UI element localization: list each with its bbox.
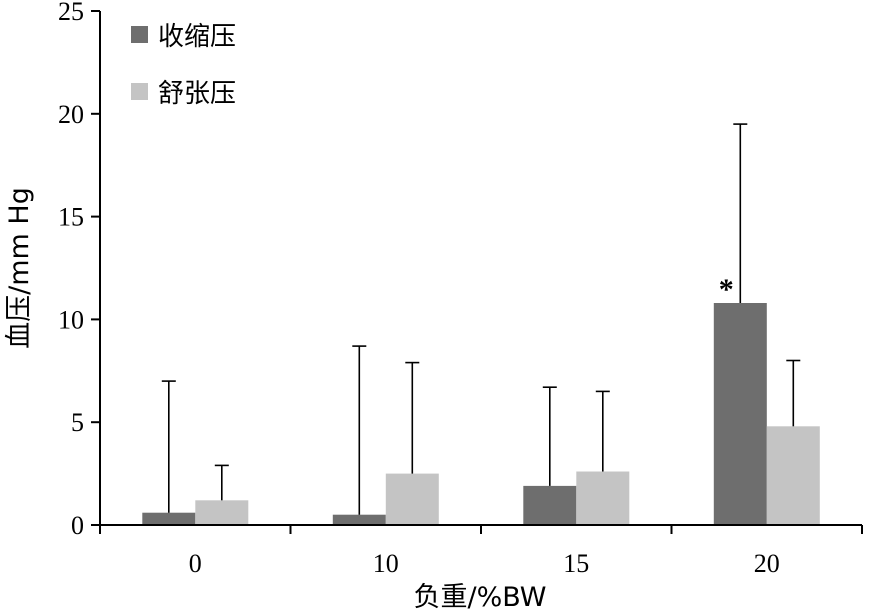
bar-diastolic-10	[385, 473, 439, 525]
legend-swatch-systolic	[131, 26, 148, 43]
y-axis-title: 血压/mm Hg	[4, 187, 35, 349]
bar-systolic-0	[142, 512, 196, 525]
bar-diastolic-15	[576, 471, 630, 525]
bar-systolic-20	[713, 303, 767, 525]
x-axis-title: 负重/%BW	[413, 582, 546, 611]
y-tick-label-25: 25	[58, 0, 84, 26]
significance-marker: *	[719, 273, 734, 306]
bar-systolic-15	[523, 485, 577, 525]
legend: 收缩压 舒张压	[131, 22, 236, 109]
x-tick-label-0: 0	[189, 549, 202, 578]
x-tick-label-15: 15	[563, 549, 589, 578]
y-tick-label-0: 0	[71, 511, 84, 540]
x-tick-label-10: 10	[373, 549, 399, 578]
y-tick-label-10: 10	[58, 305, 84, 334]
bar-diastolic-20	[766, 426, 820, 525]
x-tick-label-20: 20	[754, 549, 780, 578]
y-tick-label-15: 15	[58, 203, 84, 232]
legend-swatch-diastolic	[131, 83, 148, 100]
y-tick-label-20: 20	[58, 100, 84, 129]
plot-area: 0 5 10 15 20 25 0 10 15 20 *	[58, 0, 863, 578]
bar-diastolic-0	[195, 500, 249, 525]
legend-label-systolic: 收缩压	[158, 22, 236, 52]
y-tick-label-5: 5	[71, 408, 84, 437]
bar-systolic-10	[332, 514, 386, 525]
legend-label-diastolic: 舒张压	[158, 79, 236, 109]
